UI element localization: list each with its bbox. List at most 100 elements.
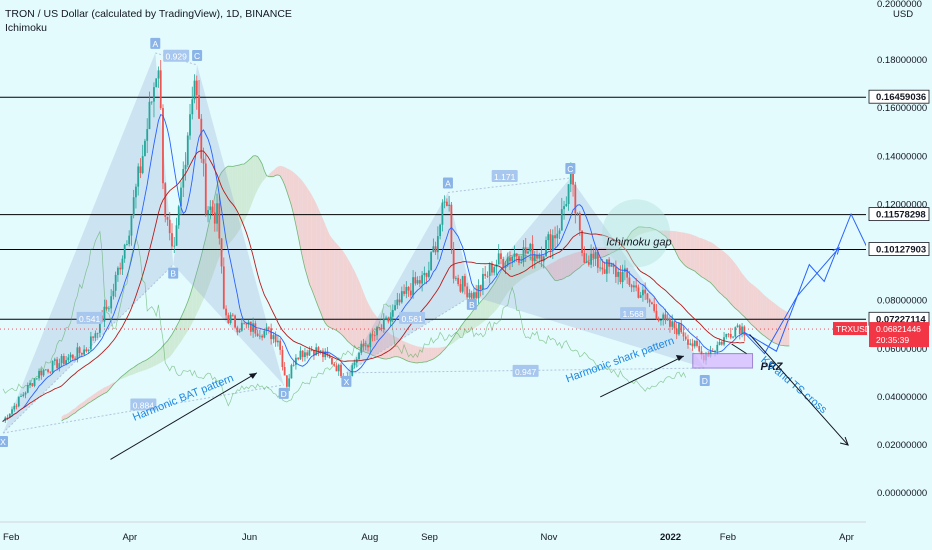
cloud-segment bbox=[131, 367, 134, 376]
candle-body bbox=[581, 230, 583, 254]
candle-body bbox=[673, 321, 676, 329]
candle-body bbox=[569, 172, 572, 185]
cloud-segment bbox=[748, 281, 752, 325]
bat-ratio-xb-box bbox=[76, 311, 103, 324]
candle-body bbox=[682, 332, 685, 337]
candle-body bbox=[457, 277, 460, 285]
cloud-segment bbox=[528, 256, 531, 276]
cloud-segment bbox=[144, 359, 148, 371]
cloud-segment bbox=[667, 230, 670, 242]
candle-body bbox=[49, 371, 52, 373]
y-tick-label: 0.08000000 bbox=[877, 296, 927, 307]
cloud-segment bbox=[86, 397, 89, 405]
cloud-segment bbox=[717, 246, 720, 293]
candle-body bbox=[644, 289, 647, 294]
candle-body bbox=[114, 274, 117, 291]
cloud-segment bbox=[399, 338, 402, 359]
cloud-segment bbox=[552, 261, 556, 281]
candle-body bbox=[382, 319, 385, 330]
y-tick-label: 0.16000000 bbox=[877, 103, 927, 114]
cloud-segment bbox=[712, 243, 716, 288]
cloud-segment bbox=[237, 164, 240, 234]
bat-point-a: A bbox=[152, 39, 158, 49]
cloud-segment bbox=[160, 345, 163, 363]
projection-arrowhead bbox=[832, 246, 840, 255]
cloud-segment bbox=[268, 172, 272, 177]
cloud-segment bbox=[331, 238, 335, 330]
candle-body bbox=[531, 243, 534, 262]
cloud-segment bbox=[259, 159, 263, 186]
candle-body bbox=[40, 370, 43, 376]
candle-body bbox=[389, 316, 392, 322]
cloud-segment bbox=[573, 252, 576, 273]
ticker-label: TRXUSD bbox=[836, 324, 871, 334]
candle-body bbox=[6, 417, 9, 419]
cloud-segment bbox=[624, 238, 628, 247]
candle-body bbox=[542, 256, 545, 262]
shark-point-d: D bbox=[702, 376, 708, 386]
cloud-segment bbox=[322, 218, 326, 323]
cloud-segment bbox=[782, 309, 785, 346]
candle-body bbox=[497, 253, 500, 265]
candle-body bbox=[76, 347, 79, 359]
cloud-segment bbox=[291, 170, 294, 215]
cloud-segment bbox=[751, 283, 754, 327]
candle-body bbox=[637, 287, 640, 298]
cloud-segment bbox=[692, 234, 695, 272]
candle-body bbox=[157, 70, 160, 79]
cloud-segment bbox=[701, 238, 704, 279]
cloud-segment bbox=[636, 226, 639, 237]
cloud-segment bbox=[762, 293, 765, 337]
cloud-segment bbox=[586, 248, 589, 262]
candle-body bbox=[436, 236, 439, 253]
candle-body bbox=[473, 292, 475, 299]
cloud-segment bbox=[690, 234, 693, 271]
cloud-segment bbox=[753, 285, 756, 329]
candle-body bbox=[328, 355, 331, 358]
candle-body bbox=[551, 235, 554, 250]
cloud-segment bbox=[217, 176, 220, 264]
candle-body bbox=[353, 362, 356, 366]
candle-body bbox=[720, 342, 723, 345]
prz-label: PRZ bbox=[761, 361, 784, 373]
x-tick-label: Apr bbox=[122, 532, 137, 543]
candle-body bbox=[484, 273, 487, 276]
cloud-segment bbox=[555, 259, 558, 281]
cloud-segment bbox=[514, 254, 517, 286]
cloud-segment bbox=[210, 206, 213, 282]
shark-bcd-triangle bbox=[471, 178, 705, 369]
indicator-label[interactable]: Ichimoku bbox=[5, 22, 48, 34]
candle-body bbox=[164, 183, 167, 217]
cloud-segment bbox=[431, 347, 434, 360]
candle-body bbox=[162, 108, 164, 184]
cloud-segment bbox=[124, 372, 127, 378]
bat-pointer-arrow bbox=[110, 372, 258, 460]
chart-title[interactable]: TRON / US Dollar (calculated by TradingV… bbox=[5, 8, 292, 20]
candle-body bbox=[605, 259, 608, 274]
shark-point-x-badge bbox=[341, 375, 352, 387]
cloud-segment bbox=[63, 414, 67, 420]
cloud-segment bbox=[194, 272, 197, 319]
candle-body bbox=[538, 254, 541, 259]
candle-body bbox=[87, 349, 90, 352]
candle-body bbox=[506, 257, 509, 266]
cloud-segment bbox=[737, 266, 740, 313]
candle-body bbox=[171, 233, 173, 247]
candle-body bbox=[522, 247, 525, 263]
bearish-arrow-line bbox=[749, 334, 849, 446]
cloud-segment bbox=[336, 243, 339, 333]
countdown-label: 20:35:39 bbox=[876, 335, 909, 345]
cloud-segment bbox=[645, 227, 648, 233]
candle-body bbox=[254, 323, 257, 334]
cloud-segment bbox=[735, 263, 738, 311]
cloud-segment bbox=[203, 237, 206, 300]
shark-ac-ratio-line bbox=[447, 177, 571, 193]
candle-body bbox=[286, 375, 288, 387]
candle-body bbox=[594, 251, 597, 259]
candle-body bbox=[267, 327, 270, 329]
candle-body bbox=[468, 292, 471, 298]
candle-body bbox=[660, 319, 662, 321]
cloud-segment bbox=[415, 345, 418, 363]
candle-body bbox=[51, 360, 54, 373]
